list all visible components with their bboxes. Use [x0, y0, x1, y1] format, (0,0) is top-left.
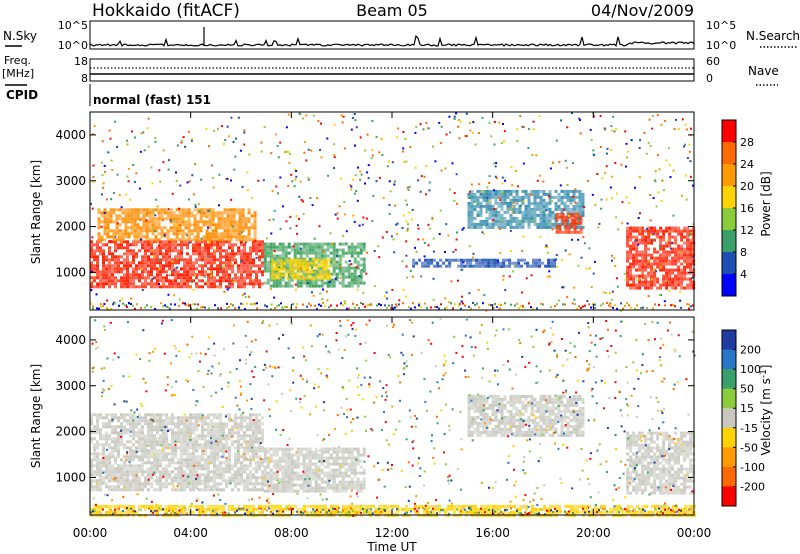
colorbar-tick-label: 50: [740, 383, 754, 396]
colorbar-swatch: [722, 466, 736, 487]
nave-tick-lo: 0: [706, 72, 713, 85]
power-colorbar: 28 24 20 16 12 8 4: [721, 119, 754, 297]
colorbar-tick-label: 12: [740, 224, 754, 237]
station-title: Hokkaido (fitACF): [92, 1, 240, 21]
velocity-colorbar-label: Velocity [m s-1]: [759, 365, 773, 456]
echo-region: [90, 413, 264, 492]
freq-tick-hi: 18: [74, 55, 88, 68]
colorbar-swatch: [722, 408, 736, 429]
x-tick-label: 00:00: [677, 526, 712, 540]
colorbar-swatch: [722, 349, 736, 370]
colorbar-swatch: [722, 120, 736, 143]
colorbar-tick-label: 20: [740, 180, 754, 193]
power-ylabel: Slant Range [km]: [29, 160, 43, 264]
y-tick-label: 3000: [55, 379, 86, 393]
nsearch-tick-lo: 10^0: [706, 39, 736, 52]
colorbar-tick-label: 24: [740, 158, 754, 171]
colorbar-swatch: [722, 186, 736, 209]
nsky-label: N.Sky: [3, 29, 37, 43]
time-axis-label: Time UT: [366, 540, 417, 554]
colorbar-tick-label: 4: [740, 268, 747, 281]
cpid-mode: normal (fast) 151: [93, 93, 211, 107]
nsky-panel: N.Sky 10^5 10^0 10^5 10^0 N.Search: [3, 19, 800, 52]
y-tick-label: 2000: [55, 220, 86, 234]
echo-region: [90, 240, 264, 289]
x-tick-label: 20:00: [576, 526, 611, 540]
colorbar-swatch: [722, 447, 736, 468]
y-tick-label: 2000: [55, 425, 86, 439]
nsky-tick-lo: 10^0: [58, 39, 88, 52]
colorbar-swatch: [722, 369, 736, 390]
y-tick-label: 1000: [55, 470, 86, 484]
scatter-echoes: [90, 318, 696, 517]
colorbar-tick-label: -200: [740, 480, 765, 493]
colorbar-tick-label: 28: [740, 136, 754, 149]
nave-tick-hi: 60: [706, 55, 720, 68]
colorbar-tick-label: 16: [740, 202, 754, 215]
echo-region: [412, 258, 557, 268]
date-label: 04/Nov/2009: [591, 1, 694, 20]
echo-region: [97, 208, 257, 242]
cpid-panel: CPID normal (fast) 151: [5, 84, 211, 107]
freq-label: Freq.: [4, 54, 31, 67]
colorbar-swatch: [722, 330, 736, 351]
nsky-tick-hi: 10^5: [58, 19, 88, 32]
colorbar-tick-label: -100: [740, 461, 765, 474]
nsearch-label: N.Search: [746, 29, 800, 43]
echo-region: [271, 258, 332, 280]
colorbar-swatch: [722, 208, 736, 231]
y-tick-label: 4000: [55, 128, 86, 142]
colorbar-tick-label: 8: [740, 246, 747, 259]
freq-panel: Freq. [MHz] 18 8 60 0 Nave: [2, 54, 779, 86]
x-tick-label: 08:00: [274, 526, 309, 540]
colorbar-swatch: [722, 164, 736, 187]
power-colorbar-label: Power [dB]: [759, 171, 773, 236]
y-tick-label: 1000: [55, 265, 86, 279]
echo-region: [467, 394, 585, 437]
x-tick-label: 12:00: [375, 526, 410, 540]
echo-region: [263, 447, 366, 493]
power-plot: 1000 2000 3000 4000 Slant Range [km]: [29, 111, 696, 312]
velocity-ylabel: Slant Range [km]: [29, 364, 43, 468]
colorbar-swatch: [722, 427, 736, 448]
colorbar-tick-label: 200: [740, 344, 761, 357]
colorbar-swatch: [722, 486, 736, 507]
colorbar-tick-label: 100: [740, 363, 761, 376]
colorbar-swatch: [722, 230, 736, 253]
nsky-trace: [89, 27, 695, 47]
freq-unit: [MHz]: [2, 67, 34, 80]
echo-region: [467, 189, 585, 229]
colorbar-tick-label: -15: [740, 422, 758, 435]
colorbar-swatch: [722, 274, 736, 297]
velocity-plot: 1000 2000 3000 4000 00:00 04:00 08:00 12:00 16:…: [29, 316, 712, 554]
colorbar-swatch: [722, 252, 736, 275]
colorbar-swatch: [722, 142, 736, 165]
nave-label: Nave: [748, 64, 779, 78]
nsearch-tick-hi: 10^5: [706, 19, 736, 32]
colorbar-tick-label: -50: [740, 441, 758, 454]
freq-tick-lo: 8: [81, 72, 88, 85]
scatter-echoes: [90, 112, 695, 312]
x-tick-label: 00:00: [73, 526, 108, 540]
y-tick-label: 4000: [55, 333, 86, 347]
beam-label: Beam 05: [356, 1, 428, 20]
y-tick-label: 3000: [55, 174, 86, 188]
colorbar-swatch: [722, 388, 736, 409]
echo-region: [555, 212, 583, 234]
x-tick-label: 16:00: [475, 526, 510, 540]
colorbar-tick-label: 15: [740, 402, 754, 415]
velocity-colorbar: 200 100 50 15 -15 -50 -100 -200: [721, 329, 765, 507]
cpid-label: CPID: [6, 88, 38, 102]
x-tick-label: 04:00: [173, 526, 208, 540]
